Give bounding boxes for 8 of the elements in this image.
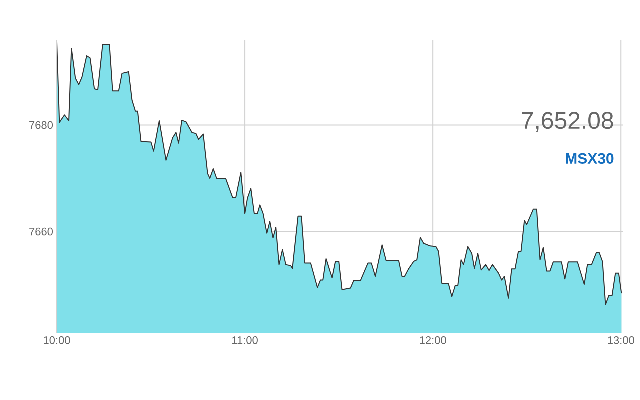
y-tick-label: 7680	[30, 121, 54, 130]
y-tick-label: 7660	[30, 228, 54, 236]
x-tick-label: 11:00	[232, 336, 258, 344]
x-tick-label: 10:00	[44, 336, 70, 344]
annotation: 7,652.08	[522, 112, 614, 132]
annotation: MSX30	[566, 153, 614, 164]
x-tick-label: 13:00	[608, 336, 634, 344]
x-tick-label: 12:00	[420, 336, 446, 344]
